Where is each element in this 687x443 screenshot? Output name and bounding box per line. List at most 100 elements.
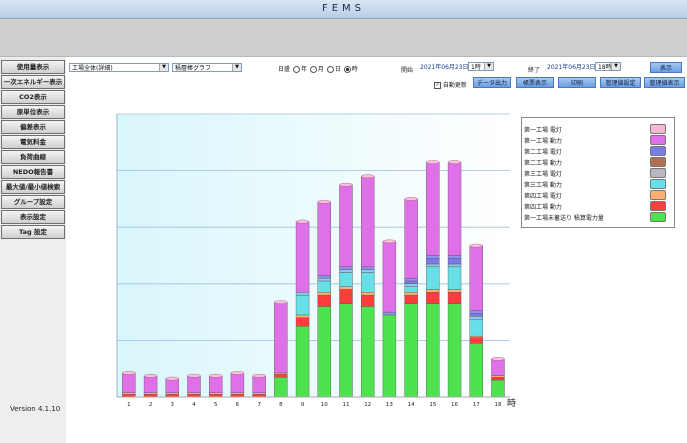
data-export-button[interactable]: データ出力 bbox=[473, 77, 511, 88]
bar-segment bbox=[274, 372, 288, 375]
period-month-label: 月 bbox=[317, 66, 324, 73]
bar-cap bbox=[426, 160, 440, 164]
chevron-down-icon: ▼ bbox=[611, 63, 620, 70]
bar-segment bbox=[317, 294, 331, 307]
sidebar-item-co2[interactable]: CO2表示 bbox=[1, 90, 65, 104]
auto-update-checkbox[interactable]: ✓ bbox=[434, 82, 441, 89]
sidebar-item-display-settings[interactable]: 表示設定 bbox=[1, 210, 65, 224]
scope-select-value: 工場全体(詳細) bbox=[72, 65, 113, 72]
bar-cap bbox=[447, 160, 462, 164]
bar-segment bbox=[404, 286, 418, 293]
bar-segment bbox=[274, 301, 288, 374]
control-value-display-button[interactable]: 管理値表示 bbox=[644, 77, 685, 88]
bar-segment bbox=[382, 311, 397, 316]
legend-swatch-f4-power bbox=[650, 201, 666, 211]
bar-segment bbox=[491, 376, 505, 381]
bar-cap bbox=[491, 356, 505, 361]
x-tick-label: 13 bbox=[386, 402, 393, 408]
bar-segment bbox=[426, 255, 440, 259]
legend-label-f1-power: 第一工場 動力 bbox=[524, 138, 562, 145]
main-panel: 工場全体(詳細) ▼ 積層棒グラフ ▼ 日盛 年 月 日 時 開始 2021年0… bbox=[66, 57, 687, 443]
print-button[interactable]: 印刷 bbox=[558, 77, 596, 88]
graph-type-select-value: 積層棒グラフ bbox=[175, 65, 212, 72]
bar-segment bbox=[360, 292, 375, 296]
bar-segment bbox=[404, 294, 418, 304]
bar-segment bbox=[447, 266, 462, 290]
bar-segment bbox=[339, 269, 353, 273]
sidebar-item-load-curve[interactable]: 負荷曲線 bbox=[1, 150, 65, 164]
legend-swatch-f1-cumulative bbox=[650, 212, 666, 222]
sidebar-item-unit-rate[interactable]: 原単位表示 bbox=[1, 105, 65, 119]
bar-cap bbox=[230, 371, 245, 375]
period-radio-hour[interactable] bbox=[343, 66, 351, 73]
report-view-button[interactable]: 帳票表示 bbox=[516, 77, 554, 88]
bar-cap bbox=[274, 300, 288, 304]
plot-area bbox=[117, 114, 510, 397]
end-hour-value: 18時 bbox=[598, 64, 612, 71]
bar-segment bbox=[426, 263, 440, 268]
end-date-input[interactable]: 2021年06月23日 bbox=[547, 63, 596, 72]
sidebar-item-nedo-report[interactable]: NEDO報告書 bbox=[1, 165, 65, 179]
sidebar-item-group-settings[interactable]: グループ設定 bbox=[1, 195, 65, 209]
bar-segment bbox=[339, 272, 353, 287]
bar-segment bbox=[360, 272, 375, 293]
bar-segment bbox=[295, 292, 310, 296]
control-value-settings-button[interactable]: 管理値設定 bbox=[600, 77, 641, 88]
bar-segment bbox=[447, 161, 462, 256]
sidebar-item-max-min-search[interactable]: 最大値/最小値検索 bbox=[1, 180, 65, 194]
bar-segment bbox=[339, 289, 353, 304]
start-date-input[interactable]: 2021年06月23日 bbox=[420, 63, 469, 72]
auto-update-group: ✓ 自動更新 bbox=[434, 80, 467, 89]
bar-segment bbox=[426, 289, 440, 293]
sidebar-item-electricity-fee[interactable]: 電気料金 bbox=[1, 135, 65, 149]
scope-select[interactable]: 工場全体(詳細) ▼ bbox=[69, 63, 169, 72]
start-hour-value: 1時 bbox=[471, 64, 481, 71]
sidebar-item-tag-settings[interactable]: Tag 設定 bbox=[1, 225, 65, 239]
x-tick-label: 16 bbox=[451, 402, 458, 408]
bar-segment bbox=[469, 310, 483, 314]
bar-segment bbox=[404, 283, 418, 287]
bar-segment bbox=[404, 280, 418, 285]
show-button[interactable]: 表示 bbox=[650, 62, 682, 73]
bar-segment bbox=[252, 392, 266, 395]
sidebar: 使用量表示 一次エネルギー表示 CO2表示 原単位表示 偏差表示 電気料金 負荷… bbox=[0, 57, 66, 443]
x-tick-label: 3 bbox=[171, 402, 175, 408]
period-radio-month[interactable] bbox=[309, 66, 317, 73]
bar-segment bbox=[165, 392, 179, 395]
period-radio-day[interactable] bbox=[326, 66, 334, 73]
bar-segment bbox=[339, 266, 353, 270]
graph-type-select[interactable]: 積層棒グラフ ▼ bbox=[172, 63, 242, 72]
end-hour-select[interactable]: 18時 ▼ bbox=[595, 62, 621, 71]
start-hour-select[interactable]: 1時 ▼ bbox=[468, 62, 494, 71]
bar-segment bbox=[382, 241, 397, 313]
x-tick-label: 8 bbox=[279, 402, 283, 408]
x-tick-label: 12 bbox=[364, 402, 371, 408]
bar-segment bbox=[339, 286, 353, 290]
bar-segment bbox=[426, 266, 440, 290]
bar-segment bbox=[426, 258, 440, 265]
chevron-down-icon: ▼ bbox=[484, 63, 493, 70]
auto-update-label: 自動更新 bbox=[442, 82, 467, 89]
bar-segment bbox=[295, 221, 310, 293]
x-tick-label: 4 bbox=[192, 402, 196, 408]
bar-segment bbox=[187, 375, 201, 393]
bar-cap bbox=[382, 239, 397, 244]
bar-segment bbox=[295, 314, 310, 318]
legend-swatch-f1-light bbox=[650, 124, 666, 134]
sidebar-item-deviation[interactable]: 偏差表示 bbox=[1, 120, 65, 134]
bar-segment bbox=[317, 292, 331, 296]
legend-label-f3-light: 第三工場 電灯 bbox=[524, 171, 562, 178]
x-tick-label: 9 bbox=[301, 402, 305, 408]
period-radio-year[interactable] bbox=[292, 66, 300, 73]
bar-cap bbox=[165, 376, 179, 381]
bar-segment bbox=[447, 292, 462, 304]
legend-label-f4-light: 第四工場 電灯 bbox=[524, 193, 562, 200]
bar-cap bbox=[469, 243, 483, 248]
sidebar-item-usage[interactable]: 使用量表示 bbox=[1, 60, 65, 74]
legend-swatch-f1-power bbox=[650, 135, 666, 145]
bar-segment bbox=[447, 258, 462, 265]
bar-segment bbox=[469, 318, 483, 337]
bar-segment bbox=[469, 245, 483, 311]
sidebar-item-primary-energy[interactable]: 一次エネルギー表示 bbox=[1, 75, 65, 89]
bar-segment bbox=[426, 303, 440, 398]
